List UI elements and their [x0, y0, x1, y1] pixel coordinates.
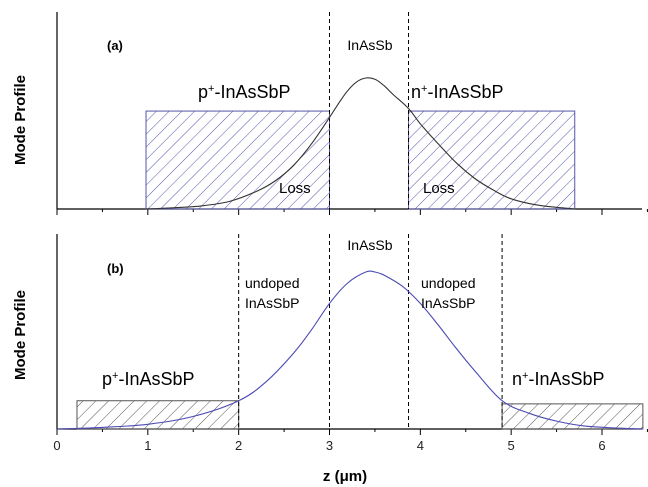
hatched-region	[76, 400, 240, 430]
mode-profile-curve-a	[145, 77, 575, 210]
undoped-right-label2-b: InAsSbP	[421, 295, 475, 311]
mode-profile-curve-b	[56, 270, 643, 430]
x-axis-label: z (μm)	[323, 468, 367, 485]
x-tick-label: 0	[53, 438, 60, 453]
x-tick-label: 6	[598, 438, 605, 453]
core-label-a: InAsSb	[347, 37, 392, 53]
core-label-b: InAsSb	[347, 237, 392, 253]
n-cladding-label-b: n+-InAsSbP	[512, 369, 605, 389]
x-tick-label: 4	[417, 438, 424, 453]
x-tick-label: 2	[235, 438, 242, 453]
hatched-region	[501, 403, 644, 430]
p-cladding-label-a: p+-InAsSbP	[198, 82, 291, 102]
y-axis-label-a: Mode Profile	[12, 75, 29, 165]
panel-label-b: (b)	[107, 261, 124, 276]
panel-label-a: (a)	[107, 38, 123, 53]
panel-a: Mode Profile (a) InAsSb p+-InAsSbP n+-In…	[12, 12, 648, 215]
x-tick-label: 1	[144, 438, 151, 453]
undoped-left-label-b: undoped	[245, 275, 300, 291]
loss-label-right-a: Loss	[423, 180, 455, 197]
p-cladding-label-b: p+-InAsSbP	[102, 369, 195, 389]
n-cladding-label-a: n+-InAsSbP	[411, 82, 504, 102]
y-axis-label-b: Mode Profile	[12, 290, 29, 380]
loss-label-left-a: Loss	[279, 180, 311, 197]
hatched-region	[408, 110, 576, 210]
x-tick-label: 5	[508, 438, 515, 453]
undoped-left-label2-b: InAsSbP	[245, 295, 299, 311]
undoped-right-label-b: undoped	[421, 275, 476, 291]
x-tick-label: 3	[326, 438, 333, 453]
